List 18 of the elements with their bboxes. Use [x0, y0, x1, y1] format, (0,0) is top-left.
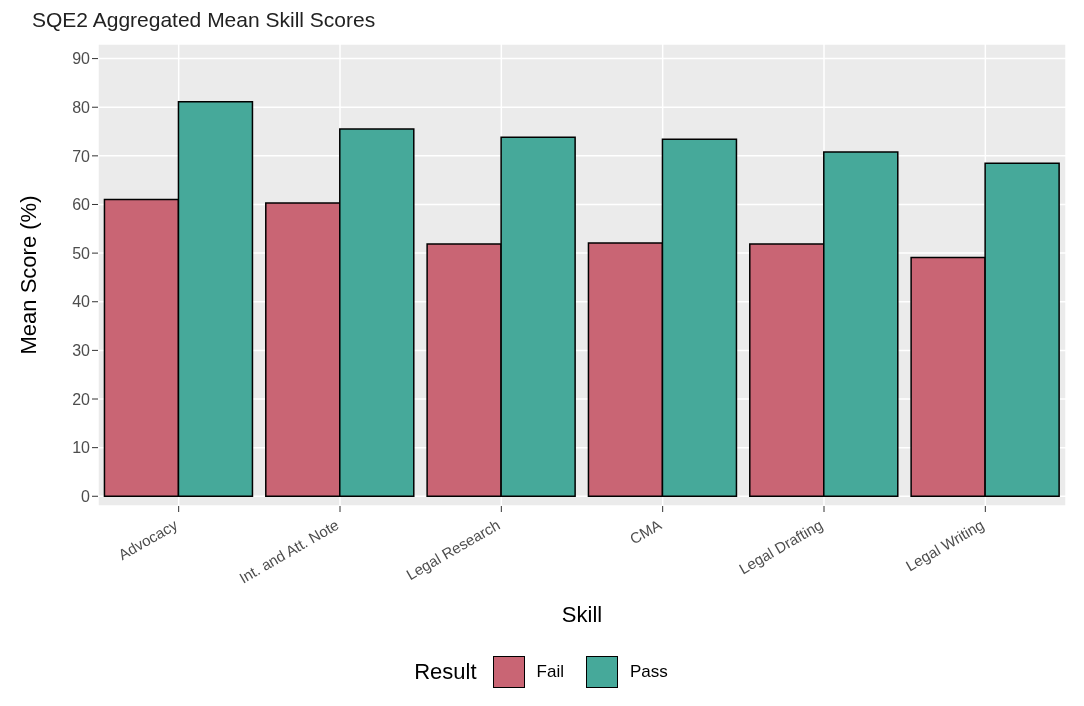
x-tick-label: CMA	[626, 515, 665, 548]
y-axis-title: Mean Score (%)	[15, 195, 41, 355]
y-tick-label: 60	[72, 196, 91, 214]
y-tick-label: 0	[81, 487, 91, 505]
y-tick-label: 30	[72, 342, 91, 360]
legend-label: Fail	[536, 662, 564, 682]
chart-title: SQE2 Aggregated Mean Skill Scores	[31, 8, 377, 33]
x-axis-title: Skill	[561, 602, 603, 627]
y-tick-label: 90	[72, 50, 91, 68]
y-tick-label: 10	[72, 439, 91, 457]
y-tick-label: 50	[72, 244, 91, 262]
legend-label: Pass	[629, 662, 668, 682]
y-tick-label: 40	[72, 293, 91, 311]
y-tick-label: 70	[72, 147, 91, 165]
y-tick-label: 80	[72, 98, 91, 116]
x-tick-label: Int. and Att. Note	[236, 515, 342, 587]
y-tick-label: 20	[72, 390, 91, 408]
legend-title: Result	[414, 659, 477, 685]
